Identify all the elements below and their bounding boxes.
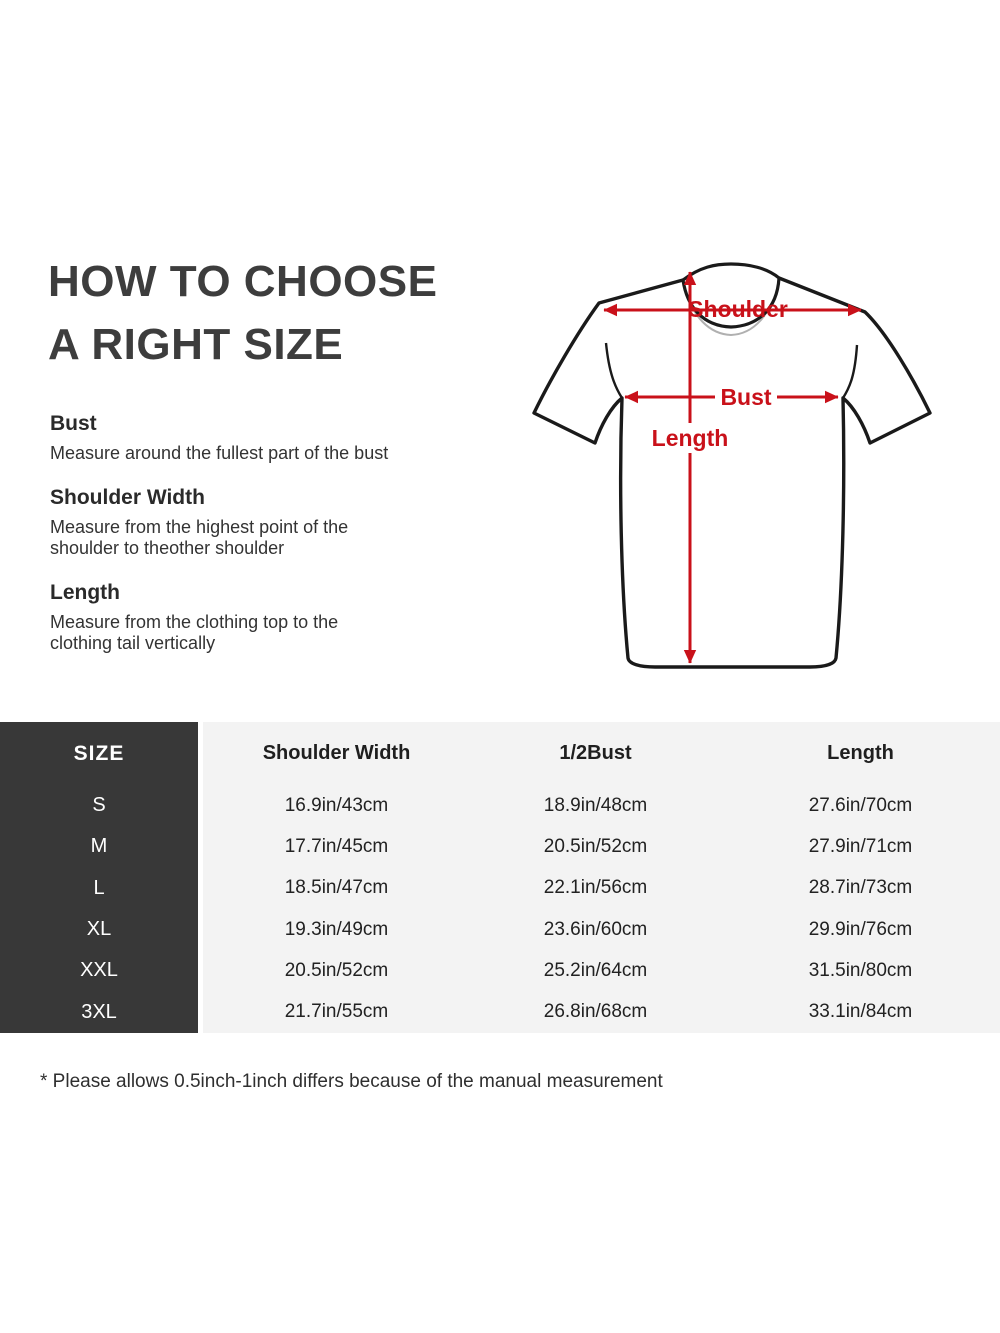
size-label-m: M — [90, 835, 108, 858]
cell-xl-bust: 23.6in/60cm — [543, 918, 648, 940]
table-row-m: 17.7in/45cm 20.5in/52cm 27.9in/71cm — [203, 826, 1000, 867]
guide-item-length: Length Measure from the clothing top to … — [50, 581, 470, 654]
tshirt-diagram-svg: Shoulder Bust Length — [532, 262, 932, 669]
tshirt-seam-left — [604, 342, 624, 399]
length-arrow-label: Length — [652, 425, 729, 451]
cell-m-length: 27.9in/71cm — [808, 835, 913, 857]
guide-item-shoulder-width: Shoulder Width Measure from the highest … — [50, 486, 470, 559]
cell-xl-shoulder: 19.3in/49cm — [284, 918, 389, 940]
table-row-xxl: 20.5in/52cm 25.2in/64cm 31.5in/80cm — [203, 950, 1000, 991]
tshirt-measure-diagram: Shoulder Bust Length — [505, 255, 945, 680]
size-label-3xl: 3XL — [81, 1000, 117, 1023]
header-half-bust: 1/2Bust — [559, 742, 632, 764]
size-label-xxl: XXL — [80, 959, 118, 982]
cell-m-shoulder: 17.7in/45cm — [284, 835, 389, 857]
bust-arrow-label: Bust — [720, 384, 771, 410]
guide-shoulder-title: Shoulder Width — [50, 486, 205, 509]
guide-bust-title: Bust — [50, 412, 97, 435]
cell-s-shoulder: 16.9in/43cm — [284, 794, 389, 816]
cell-3xl-length: 33.1in/84cm — [808, 1001, 913, 1023]
cell-l-shoulder: 18.5in/47cm — [284, 877, 389, 899]
size-table: SIZE S M L XL XXL 3XL Shoulder Width 1/2… — [0, 722, 1000, 1033]
cell-s-bust: 18.9in/48cm — [543, 794, 648, 816]
size-column-header: SIZE — [73, 741, 125, 765]
cell-3xl-shoulder: 21.7in/55cm — [284, 1001, 389, 1023]
guide-length-title: Length — [50, 581, 120, 604]
size-table-size-column: SIZE S M L XL XXL 3XL — [0, 722, 198, 1033]
guide-bust-desc: Measure around the fullest part of the b… — [50, 443, 389, 463]
cell-3xl-bust: 26.8in/68cm — [543, 1001, 648, 1023]
size-label-s: S — [92, 794, 106, 817]
size-table-data-columns: Shoulder Width 1/2Bust Length 16.9in/43c… — [203, 722, 1000, 1033]
cell-l-bust: 22.1in/56cm — [543, 877, 648, 899]
guide-item-bust: Bust Measure around the fullest part of … — [50, 412, 470, 464]
guide-length-desc: Measure from the clothing top to the clo… — [50, 612, 339, 653]
measure-guide: Bust Measure around the fullest part of … — [50, 412, 470, 676]
header-shoulder-width: Shoulder Width — [262, 742, 411, 764]
cell-xl-length: 29.9in/76cm — [808, 918, 913, 940]
table-row-s: 16.9in/43cm 18.9in/48cm 27.6in/70cm — [203, 785, 1000, 826]
cell-xxl-length: 31.5in/80cm — [808, 959, 913, 981]
tshirt-outline — [532, 276, 932, 669]
table-row-l: 18.5in/47cm 22.1in/56cm 28.7in/73cm — [203, 868, 1000, 909]
cell-xxl-bust: 25.2in/64cm — [543, 959, 648, 981]
tshirt-seam-right — [841, 344, 859, 399]
guide-shoulder-desc: Measure from the highest point of the sh… — [50, 517, 349, 558]
shoulder-arrow-label: Shoulder — [688, 296, 788, 322]
table-row-3xl: 21.7in/55cm 26.8in/68cm 33.1in/84cm — [203, 992, 1000, 1033]
size-label-xl: XL — [86, 918, 112, 941]
size-table-header-row: Shoulder Width 1/2Bust Length — [203, 722, 1000, 785]
cell-s-length: 27.6in/70cm — [808, 794, 913, 816]
cell-l-length: 28.7in/73cm — [808, 877, 913, 899]
table-row-xl: 19.3in/49cm 23.6in/60cm 29.9in/76cm — [203, 909, 1000, 950]
cell-m-bust: 20.5in/52cm — [543, 835, 648, 857]
header-length: Length — [827, 742, 894, 764]
size-label-l: L — [93, 876, 105, 899]
measurement-disclaimer: * Please allows 0.5inch-1inch differs be… — [40, 1071, 663, 1092]
page-title: HOW TO CHOOSE A RIGHT SIZE — [48, 257, 438, 369]
cell-xxl-shoulder: 20.5in/52cm — [284, 959, 389, 981]
